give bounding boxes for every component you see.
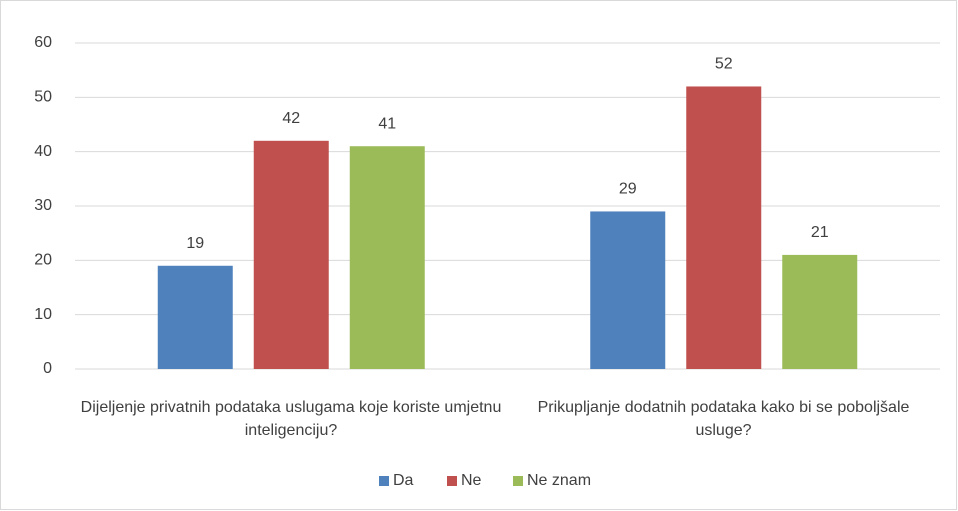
value-label: 42 [282,110,300,127]
y-tick-label: 40 [34,143,52,160]
legend-swatch [447,476,457,486]
bar [782,254,858,369]
value-label: 19 [186,235,204,252]
y-tick-label: 0 [43,360,52,377]
legend-label: Ne znam [527,472,591,489]
x-tick-label: Prikupljanje dodatnih podataka kako bi s… [537,399,910,439]
y-tick-label: 30 [34,197,52,214]
legend-swatch [513,476,523,486]
bar [157,265,233,369]
y-tick-label: 20 [34,252,52,269]
x-tick-label: Dijeljenje privatnih podataka uslugama k… [80,399,502,439]
bar [686,86,762,369]
bar [590,211,666,369]
y-tick-label: 10 [34,306,52,323]
legend-swatch [379,476,389,486]
y-tick-label: 60 [34,34,52,51]
value-label: 29 [619,181,637,198]
legend-label: Da [393,472,414,489]
value-label: 21 [811,224,829,241]
bar [349,146,425,369]
bar [253,140,329,369]
y-tick-label: 50 [34,89,52,106]
legend-label: Ne [461,472,482,489]
value-label: 41 [378,115,396,132]
value-label: 52 [715,56,733,73]
